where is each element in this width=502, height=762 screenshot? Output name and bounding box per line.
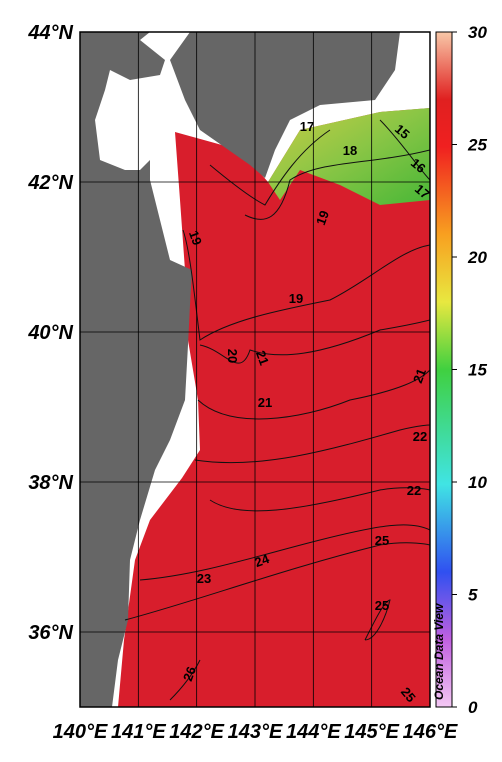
contours — [124, 119, 430, 701]
credit: Ocean Data View — [432, 603, 446, 700]
land-hokkaido — [170, 32, 400, 178]
contour-label: 24 — [252, 551, 271, 570]
temperature-field — [118, 108, 430, 707]
contour-label: 19 — [186, 228, 205, 247]
lat-label: 40°N — [27, 322, 73, 344]
colorbar-label: 10 — [468, 473, 487, 492]
land-honshu — [80, 32, 192, 707]
contour-label: 20 — [225, 349, 240, 363]
lat-label: 42°N — [27, 172, 73, 194]
frame — [79, 31, 431, 708]
contour-label: 21 — [253, 348, 272, 367]
lon-label: 143°E — [228, 721, 283, 743]
lon-label: 144°E — [286, 721, 341, 743]
cool-water — [268, 108, 430, 205]
lon-label: 142°E — [169, 721, 224, 743]
contour-label: 22 — [407, 483, 421, 498]
lon-label: 140°E — [53, 721, 108, 743]
contour-label: 26 — [180, 664, 199, 683]
colorbar-label: 20 — [467, 248, 487, 267]
contour-label: 25 — [375, 533, 389, 548]
lat-label: 44°N — [27, 22, 73, 44]
colorbar-label: 15 — [468, 361, 487, 380]
contour-label: 22 — [413, 429, 427, 444]
contour-label: 17 — [300, 119, 314, 134]
lon-label: 146°E — [403, 721, 458, 743]
colorbar-label: 0 — [468, 698, 478, 717]
lon-label: 145°E — [344, 721, 399, 743]
contour-label: 21 — [410, 366, 429, 385]
colorbar-label: 25 — [467, 136, 487, 155]
colorbar-label: 5 — [468, 586, 478, 605]
lat-label: 36°N — [28, 622, 73, 644]
contour-label: 18 — [343, 143, 357, 158]
contour-label: 23 — [197, 571, 211, 586]
contour-label: 19 — [313, 208, 332, 227]
lon-label: 141°E — [111, 721, 166, 743]
contour-label: 19 — [289, 291, 303, 306]
contour-label: 25 — [375, 598, 389, 613]
colorbar-label: 30 — [468, 23, 487, 42]
contour-label: 21 — [258, 395, 272, 410]
lat-label: 38°N — [28, 472, 73, 494]
